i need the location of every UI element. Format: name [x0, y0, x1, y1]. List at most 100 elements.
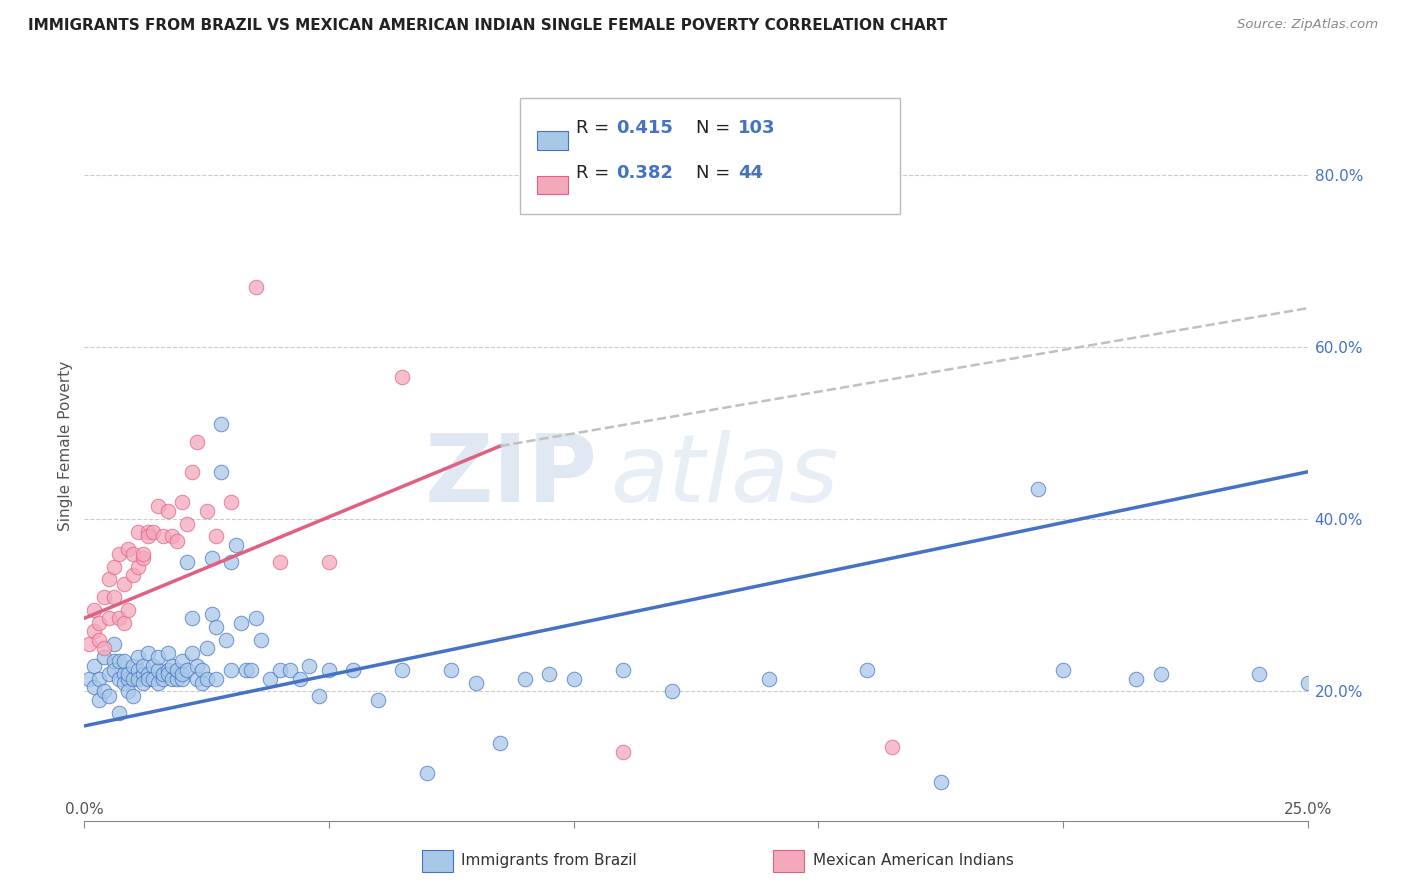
- Point: [172, 672, 194, 686]
- Text: ZIP: ZIP: [425, 430, 598, 522]
- Point: [152, 667, 174, 681]
- Point: [191, 663, 214, 677]
- Point: [200, 551, 222, 566]
- Point: [1028, 482, 1050, 496]
- Point: [87, 615, 110, 630]
- Point: [112, 615, 135, 630]
- Point: [112, 667, 135, 681]
- Point: [391, 663, 413, 677]
- Point: [152, 529, 174, 543]
- Point: [127, 650, 149, 665]
- Point: [239, 663, 262, 677]
- Point: [298, 658, 321, 673]
- Point: [219, 555, 242, 569]
- Point: [132, 676, 155, 690]
- Point: [132, 658, 155, 673]
- Point: [152, 672, 174, 686]
- Point: [929, 775, 952, 789]
- Point: [117, 542, 139, 557]
- Point: [97, 689, 120, 703]
- Point: [200, 607, 222, 621]
- Point: [146, 676, 169, 690]
- Point: [205, 672, 228, 686]
- Point: [122, 568, 145, 582]
- Point: [209, 417, 232, 432]
- Point: [235, 663, 257, 677]
- Point: [83, 624, 105, 639]
- Text: atlas: atlas: [610, 431, 838, 522]
- Point: [205, 529, 228, 543]
- Point: [142, 658, 165, 673]
- Point: [661, 684, 683, 698]
- Point: [103, 663, 125, 677]
- Point: [278, 663, 301, 677]
- Point: [127, 559, 149, 574]
- Text: 0.0%: 0.0%: [65, 802, 104, 817]
- Point: [186, 672, 208, 686]
- Point: [103, 559, 125, 574]
- Point: [181, 646, 204, 660]
- Point: [77, 637, 100, 651]
- Point: [83, 602, 105, 616]
- Point: [112, 576, 135, 591]
- Y-axis label: Single Female Poverty: Single Female Poverty: [58, 361, 73, 531]
- Point: [195, 672, 218, 686]
- Point: [318, 663, 340, 677]
- Point: [93, 684, 115, 698]
- Text: 103: 103: [738, 120, 776, 137]
- Point: [209, 465, 232, 479]
- Point: [259, 672, 281, 686]
- Point: [107, 547, 129, 561]
- Point: [142, 672, 165, 686]
- Point: [77, 672, 100, 686]
- Point: [122, 547, 145, 561]
- Text: 25.0%: 25.0%: [1284, 802, 1331, 817]
- Point: [416, 766, 439, 780]
- Point: [117, 672, 139, 686]
- Point: [186, 658, 208, 673]
- Point: [166, 663, 188, 677]
- Point: [391, 370, 413, 384]
- Point: [136, 667, 159, 681]
- Point: [288, 672, 311, 686]
- Point: [136, 646, 159, 660]
- Point: [107, 672, 129, 686]
- Point: [117, 684, 139, 698]
- Point: [513, 672, 536, 686]
- Point: [156, 503, 179, 517]
- Point: [127, 672, 149, 686]
- Point: [612, 745, 634, 759]
- Point: [215, 632, 238, 647]
- Point: [269, 555, 291, 569]
- Point: [172, 667, 194, 681]
- Point: [107, 706, 129, 720]
- Point: [612, 663, 634, 677]
- Point: [856, 663, 879, 677]
- Point: [219, 495, 242, 509]
- Point: [146, 500, 169, 514]
- Point: [83, 658, 105, 673]
- Point: [176, 555, 198, 569]
- Point: [146, 650, 169, 665]
- Point: [229, 615, 252, 630]
- Point: [112, 654, 135, 668]
- Text: N =: N =: [696, 164, 735, 182]
- Point: [880, 740, 903, 755]
- Text: 0.415: 0.415: [616, 120, 672, 137]
- Point: [440, 663, 463, 677]
- Point: [156, 663, 179, 677]
- Point: [249, 632, 271, 647]
- Point: [562, 672, 585, 686]
- Point: [142, 525, 165, 540]
- Point: [176, 663, 198, 677]
- Point: [758, 672, 780, 686]
- Point: [195, 641, 218, 656]
- Point: [308, 689, 330, 703]
- Point: [107, 611, 129, 625]
- Point: [122, 689, 145, 703]
- Point: [93, 650, 115, 665]
- Text: Immigrants from Brazil: Immigrants from Brazil: [461, 854, 637, 868]
- Point: [245, 279, 267, 293]
- Point: [172, 654, 194, 668]
- Point: [1150, 667, 1173, 681]
